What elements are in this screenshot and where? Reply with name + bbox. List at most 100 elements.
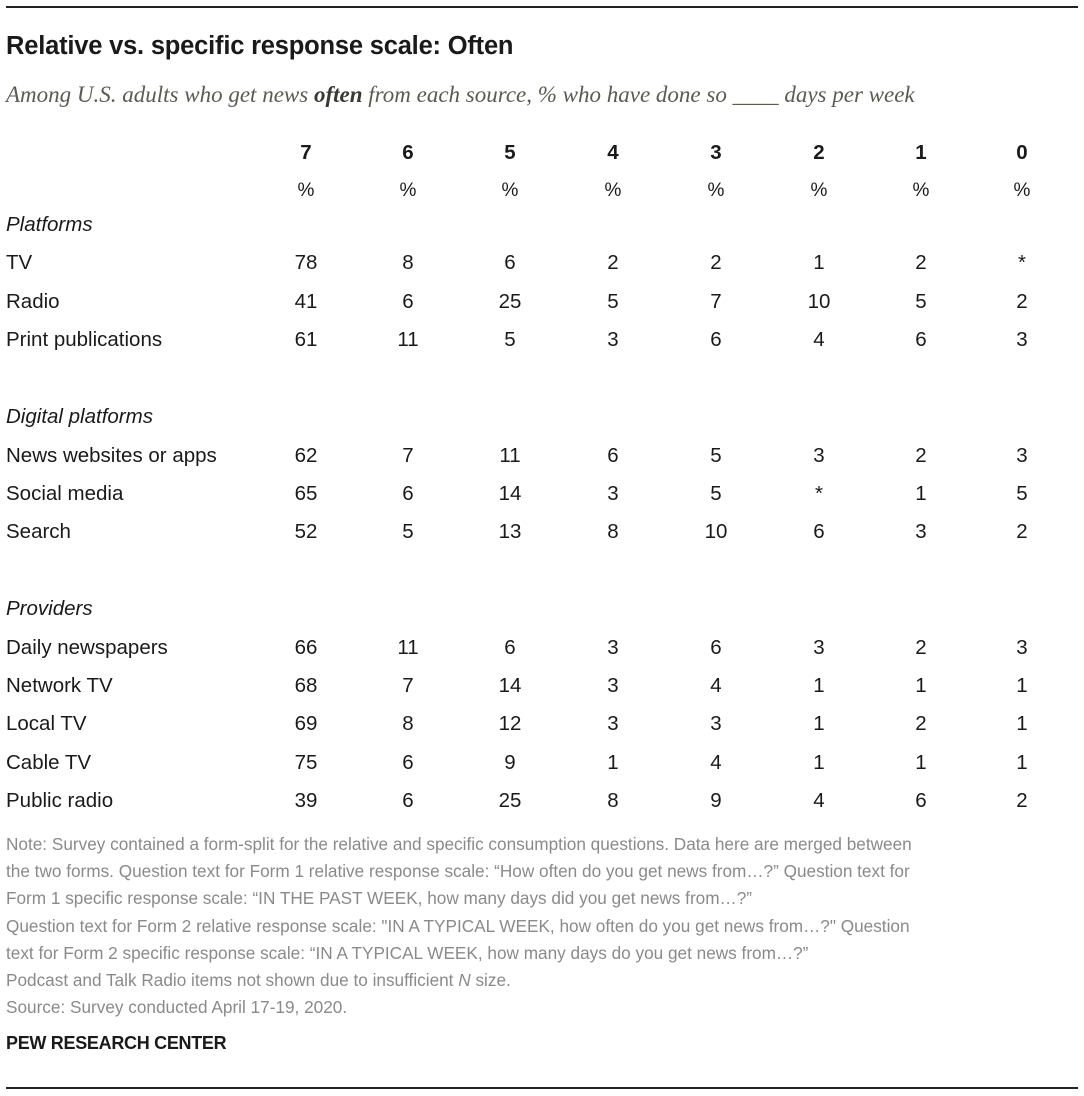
- table-cell-value: 1: [813, 712, 825, 736]
- bottom-rule: [6, 1087, 1078, 1089]
- table-cell-value: 39: [294, 788, 318, 812]
- table-cell-value: 2: [1016, 788, 1028, 812]
- table-cell-value: 7: [402, 443, 414, 467]
- table-cell-value: 69: [294, 712, 318, 736]
- row-label: Cable TV: [6, 750, 92, 774]
- table-cell-value: 5: [710, 443, 722, 467]
- subtitle-part-1: Among U.S. adults who get news: [6, 82, 314, 107]
- table-cell-value: 1: [915, 481, 927, 505]
- table-cell-value: 7: [710, 289, 722, 313]
- row-label: Print publications: [6, 327, 163, 351]
- table-cell-value: 5: [402, 520, 414, 544]
- table-cell-value: 1: [813, 251, 825, 275]
- table-cell-value: 3: [607, 327, 619, 351]
- unit-label: %: [707, 180, 725, 201]
- table-cell-value: 2: [607, 251, 619, 275]
- table-cell-value: 62: [294, 443, 318, 467]
- note-line: text for Form 2 specific response scale:…: [6, 942, 809, 963]
- note-line: the two forms. Question text for Form 1 …: [6, 861, 910, 882]
- table-cell-value: 8: [402, 712, 414, 736]
- table-cell-value: 5: [504, 327, 516, 351]
- column-header-6: 6: [402, 141, 414, 164]
- unit-label: %: [912, 180, 930, 201]
- table-cell-value: 1: [1016, 750, 1028, 774]
- subtitle-part-3: from each source, % who have done so ___…: [362, 82, 915, 107]
- unit-label: %: [297, 180, 315, 201]
- table-cell-value: *: [815, 481, 823, 505]
- table-cell-value: 66: [294, 635, 318, 659]
- column-header-5: 5: [504, 141, 516, 164]
- section-heading: Platforms: [6, 213, 93, 236]
- table-cell-value: 8: [402, 251, 414, 275]
- table-cell-value: 3: [1016, 635, 1028, 659]
- note-line: Note: Survey contained a form-split for …: [6, 834, 912, 854]
- table-cell-value: 10: [807, 289, 831, 313]
- row-label: News websites or apps: [6, 443, 217, 467]
- table-cell-value: 1: [1016, 674, 1028, 697]
- table-cell-value: 2: [915, 712, 927, 736]
- table-cell-value: 3: [607, 635, 619, 659]
- table-cell-value: 3: [607, 674, 619, 697]
- table-cell-value: 11: [397, 635, 419, 659]
- table-cell-value: 1: [915, 750, 927, 774]
- column-header-7: 7: [300, 141, 312, 164]
- table-cell-value: 14: [498, 481, 522, 505]
- column-header-4: 4: [607, 141, 619, 164]
- row-label: Social media: [6, 481, 124, 505]
- unit-label: %: [1013, 180, 1031, 201]
- row-label: Search: [6, 520, 71, 544]
- row-label: Radio: [6, 289, 60, 313]
- table-cell-value: 5: [710, 481, 722, 505]
- table-cell-value: 9: [504, 750, 516, 774]
- table-cell-value: 6: [402, 289, 414, 313]
- table-cell-value: 6: [813, 520, 825, 544]
- table-cell-value: 5: [1016, 481, 1028, 505]
- row-label: Daily newspapers: [6, 635, 168, 659]
- table-cell-value: 3: [710, 712, 722, 736]
- table-cell-value: 6: [402, 750, 414, 774]
- table-cell-value: 1: [813, 674, 825, 697]
- table-cell-value: 4: [710, 750, 722, 774]
- table-cell-value: 7: [402, 674, 414, 697]
- chart-title: Relative vs. specific response scale: Of…: [6, 32, 514, 60]
- table-cell-value: 3: [607, 481, 619, 505]
- table-cell-value: 14: [498, 674, 522, 697]
- top-rule: [6, 6, 1078, 8]
- section-heading: Digital platforms: [6, 405, 153, 429]
- table-cell-value: 5: [915, 289, 927, 313]
- table-cell-value: 2: [1016, 289, 1028, 313]
- table-cell-value: 1: [1016, 712, 1028, 736]
- column-header-3: 3: [710, 141, 722, 164]
- table-cell-value: 9: [710, 788, 722, 812]
- table-cell-value: 13: [498, 520, 522, 544]
- row-label: Public radio: [6, 788, 114, 812]
- brand-label: PEW RESEARCH CENTER: [6, 1033, 227, 1053]
- table-cell-value: 25: [498, 289, 522, 313]
- table-cell-value: 1: [607, 750, 619, 774]
- table-cell-value: 3: [813, 443, 825, 467]
- table-cell-value: 78: [294, 251, 318, 275]
- table-cell-value: 6: [504, 251, 516, 275]
- table-cell-value: 8: [607, 788, 619, 812]
- table-cell-value: 2: [915, 635, 927, 659]
- row-label: Network TV: [6, 674, 113, 697]
- table-cell-value: 61: [294, 327, 318, 351]
- table-cell-value: 3: [1016, 443, 1028, 467]
- table-cell-value: 2: [710, 251, 722, 275]
- table-cell-value: 41: [294, 289, 318, 313]
- table-cell-value: 4: [813, 788, 825, 812]
- table-cell-value: 5: [607, 289, 619, 313]
- table-cell-value: 8: [607, 520, 619, 544]
- table-cell-value: 6: [504, 635, 516, 659]
- table-cell-value: 4: [813, 327, 825, 351]
- table-cell-value: 12: [498, 712, 522, 736]
- table-cell-value: 75: [294, 750, 318, 774]
- table-cell-value: 52: [294, 520, 318, 544]
- table-cell-value: 1: [915, 674, 927, 697]
- table-cell-value: 6: [607, 443, 619, 467]
- podcast-note: Podcast and Talk Radio items not shown d…: [6, 970, 511, 991]
- subtitle-emphasis: often: [313, 82, 363, 107]
- unit-label: %: [501, 180, 519, 201]
- table-cell-value: 10: [704, 520, 728, 544]
- table-cell-value: 6: [402, 481, 414, 505]
